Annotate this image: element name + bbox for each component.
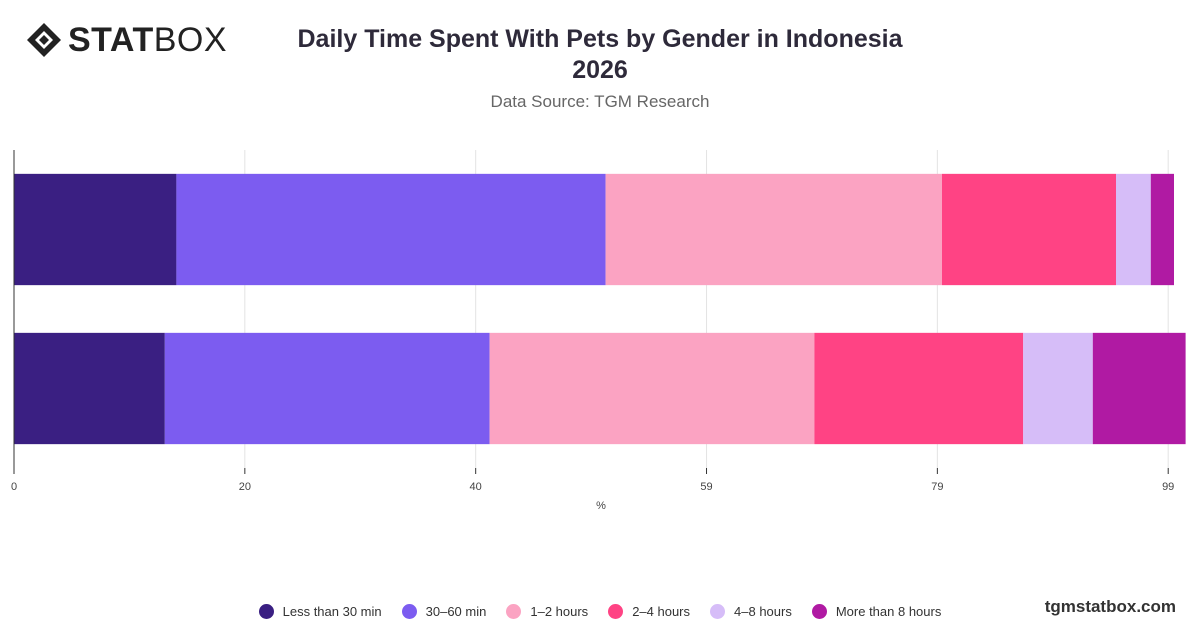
legend-item[interactable]: 1–2 hours xyxy=(506,603,589,619)
legend-label: 2–4 hours xyxy=(632,603,691,619)
logo-wordmark: STATBOX xyxy=(68,22,227,58)
bar-segment xyxy=(1150,173,1174,286)
legend-item[interactable]: More than 8 hours xyxy=(811,603,942,619)
bar-segment xyxy=(14,173,177,286)
legend-swatch xyxy=(258,603,274,619)
legend-swatch xyxy=(608,603,624,619)
legend-swatch xyxy=(710,603,726,619)
legend-label: 30–60 min xyxy=(425,603,487,619)
legend-label: More than 8 hours xyxy=(835,603,942,619)
chart-title-line1: Daily Time Spent With Pets by Gender in … xyxy=(297,25,903,53)
watermark-text: tgmstatbox.com xyxy=(1044,597,1176,616)
x-tick-label: 20 xyxy=(239,481,251,493)
diamond-logo-icon xyxy=(27,23,61,57)
stacked-bar-chart: 0 20 40 59 79 99% xyxy=(11,150,1186,512)
legend-item[interactable]: 30–60 min xyxy=(401,603,487,619)
legend-item[interactable]: 4–8 hours xyxy=(710,603,792,619)
bar-segment xyxy=(1116,173,1151,286)
bar-segment xyxy=(176,173,606,286)
bar-segment xyxy=(489,332,815,445)
x-tick-label: 79 xyxy=(931,481,943,493)
legend-item[interactable]: Less than 30 min xyxy=(258,603,382,619)
chart-legend: Less than 30 min 30–60 min 1–2 hours 2–4 ho… xyxy=(0,600,1200,622)
bar-segment xyxy=(942,173,1116,286)
x-tick-label: 40 xyxy=(470,481,482,493)
bar-segment xyxy=(164,332,490,445)
chart-subtitle: Data Source: TGM Research xyxy=(490,92,710,111)
legend-label: 1–2 hours xyxy=(530,603,589,619)
legend-item[interactable]: 2–4 hours xyxy=(608,603,691,619)
legend-label: Less than 30 min xyxy=(282,603,382,619)
bar-segment xyxy=(814,332,1024,445)
chart-title: Daily Time Spent With Pets by Gender in … xyxy=(250,24,950,86)
logo-light-text: BOX xyxy=(153,21,228,59)
x-tick-label: 0 xyxy=(11,481,17,493)
bar-segment xyxy=(605,173,942,286)
legend-swatch xyxy=(506,603,522,619)
x-axis-label: % xyxy=(596,500,606,512)
bar-segment xyxy=(1023,332,1093,445)
statbox-logo[interactable]: STATBOX xyxy=(26,22,227,58)
legend-swatch xyxy=(401,603,417,619)
bar-segment xyxy=(1092,332,1186,445)
logo-bold-text: STAT xyxy=(68,21,154,59)
legend-label: 4–8 hours xyxy=(734,603,792,619)
bar-segment xyxy=(14,332,165,445)
legend-swatch xyxy=(811,603,827,619)
x-tick-label: 59 xyxy=(700,481,712,493)
chart-title-line2: 2026 xyxy=(572,56,628,84)
x-tick-label: 99 xyxy=(1162,481,1174,493)
